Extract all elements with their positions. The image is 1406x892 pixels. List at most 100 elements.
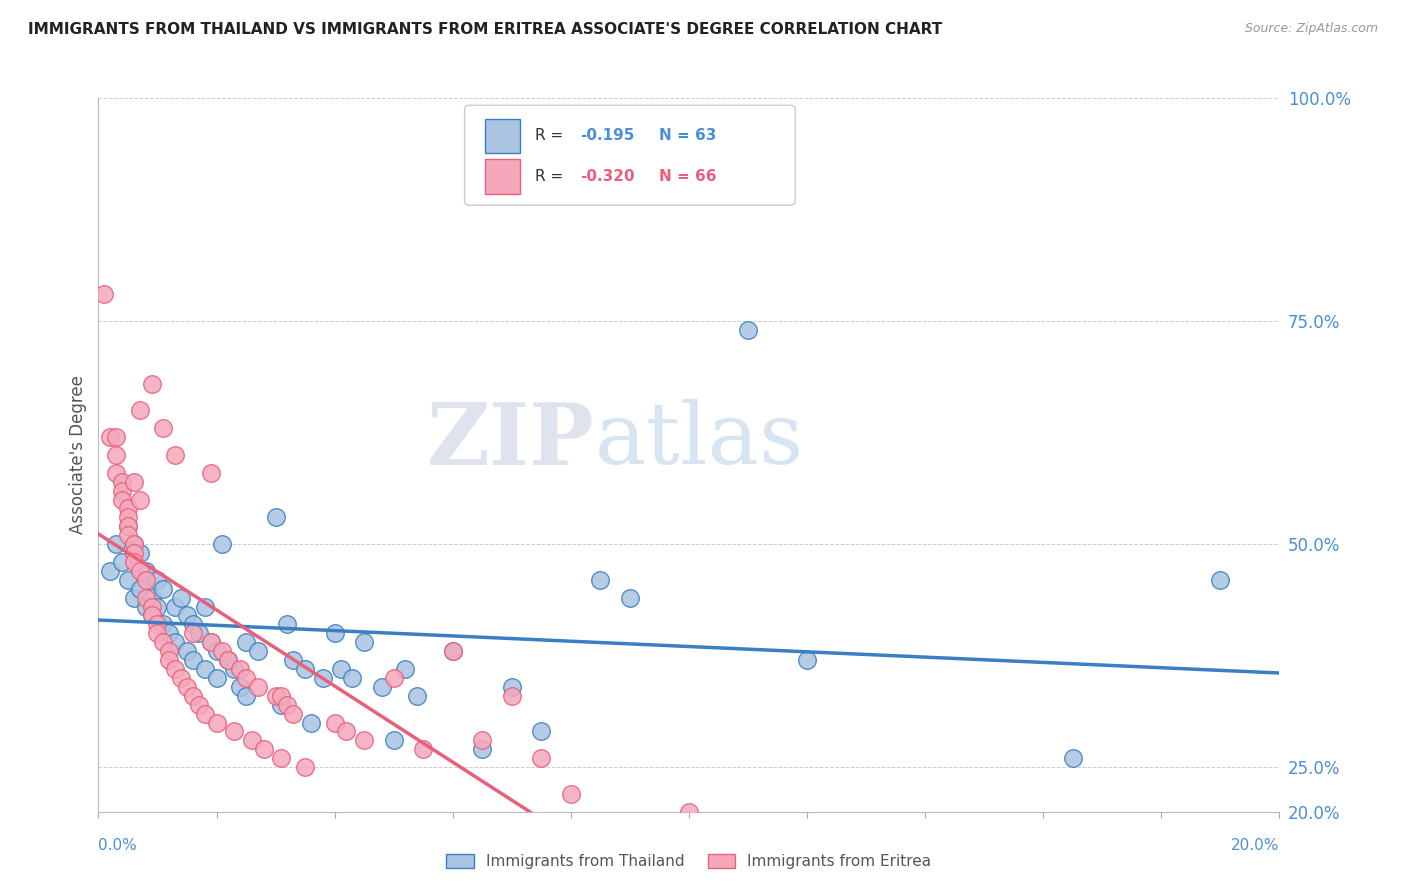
Point bbox=[146, 599, 169, 614]
Point bbox=[270, 698, 292, 712]
Point bbox=[283, 653, 305, 667]
Point bbox=[117, 519, 139, 533]
Point bbox=[224, 724, 246, 739]
Point bbox=[205, 671, 228, 685]
Point bbox=[122, 537, 145, 551]
Point bbox=[194, 599, 217, 614]
Text: Source: ZipAtlas.com: Source: ZipAtlas.com bbox=[1244, 22, 1378, 36]
Point bbox=[98, 564, 121, 578]
Point bbox=[117, 528, 139, 542]
Point bbox=[128, 582, 150, 596]
Point bbox=[146, 617, 169, 632]
Point bbox=[678, 805, 700, 819]
Point bbox=[235, 671, 257, 685]
Point bbox=[264, 689, 287, 703]
Point bbox=[406, 689, 429, 703]
Point bbox=[471, 742, 494, 756]
Point bbox=[229, 662, 252, 676]
Y-axis label: Associate's Degree: Associate's Degree bbox=[69, 376, 87, 534]
Point bbox=[501, 689, 523, 703]
Point bbox=[382, 671, 405, 685]
Point bbox=[501, 680, 523, 694]
Point bbox=[353, 635, 375, 649]
Point bbox=[471, 733, 494, 747]
Point bbox=[335, 724, 357, 739]
Point bbox=[165, 599, 187, 614]
Point bbox=[371, 680, 394, 694]
Point bbox=[122, 475, 145, 489]
Text: atlas: atlas bbox=[595, 399, 804, 483]
Point bbox=[412, 742, 434, 756]
Point bbox=[394, 662, 416, 676]
Point bbox=[283, 706, 305, 721]
Point bbox=[165, 635, 187, 649]
Point bbox=[165, 448, 187, 462]
Text: R =: R = bbox=[536, 169, 568, 184]
Point bbox=[246, 644, 269, 658]
Point bbox=[235, 689, 257, 703]
Point bbox=[181, 653, 204, 667]
Point bbox=[737, 323, 759, 337]
Point bbox=[312, 671, 335, 685]
Point bbox=[141, 608, 163, 623]
Point bbox=[205, 715, 228, 730]
Point bbox=[200, 635, 222, 649]
Point bbox=[205, 644, 228, 658]
Point bbox=[128, 403, 150, 417]
Point bbox=[353, 733, 375, 747]
Point bbox=[122, 546, 145, 560]
Point bbox=[264, 510, 287, 524]
Point bbox=[111, 555, 134, 569]
Point bbox=[342, 671, 364, 685]
Point bbox=[157, 626, 180, 640]
Point bbox=[122, 555, 145, 569]
Point bbox=[560, 787, 582, 801]
Point bbox=[98, 430, 121, 444]
Point bbox=[246, 680, 269, 694]
Point bbox=[194, 662, 217, 676]
Point bbox=[152, 421, 174, 435]
Point bbox=[157, 644, 180, 658]
Point bbox=[194, 706, 217, 721]
Text: -0.195: -0.195 bbox=[581, 128, 634, 144]
Point bbox=[1062, 751, 1084, 765]
Point bbox=[105, 448, 128, 462]
Point bbox=[135, 573, 157, 587]
Point bbox=[170, 671, 193, 685]
Point bbox=[128, 546, 150, 560]
Point bbox=[229, 680, 252, 694]
Point bbox=[117, 501, 139, 516]
Point bbox=[117, 510, 139, 524]
Point bbox=[1209, 573, 1232, 587]
Point bbox=[323, 715, 346, 730]
Point bbox=[530, 751, 553, 765]
Point bbox=[170, 591, 193, 605]
Point bbox=[796, 653, 818, 667]
Point bbox=[270, 689, 292, 703]
Point bbox=[93, 287, 115, 301]
Point bbox=[270, 751, 292, 765]
Point bbox=[200, 635, 222, 649]
Point bbox=[187, 698, 209, 712]
Legend: Immigrants from Thailand, Immigrants from Eritrea: Immigrants from Thailand, Immigrants fro… bbox=[440, 848, 938, 875]
Point bbox=[105, 537, 128, 551]
Text: -0.320: -0.320 bbox=[581, 169, 636, 184]
Text: 0.0%: 0.0% bbox=[98, 838, 138, 854]
Point bbox=[176, 680, 198, 694]
Point bbox=[146, 626, 169, 640]
Point bbox=[141, 599, 163, 614]
Point bbox=[135, 591, 157, 605]
Point bbox=[122, 537, 145, 551]
Point bbox=[152, 635, 174, 649]
Point bbox=[165, 662, 187, 676]
Point bbox=[146, 573, 169, 587]
Point bbox=[240, 733, 263, 747]
Point bbox=[105, 430, 128, 444]
Point bbox=[235, 635, 257, 649]
Point bbox=[530, 724, 553, 739]
Point bbox=[141, 608, 163, 623]
Point bbox=[294, 760, 316, 774]
Point bbox=[217, 653, 239, 667]
FancyBboxPatch shape bbox=[464, 105, 796, 205]
Text: ZIP: ZIP bbox=[426, 399, 595, 483]
